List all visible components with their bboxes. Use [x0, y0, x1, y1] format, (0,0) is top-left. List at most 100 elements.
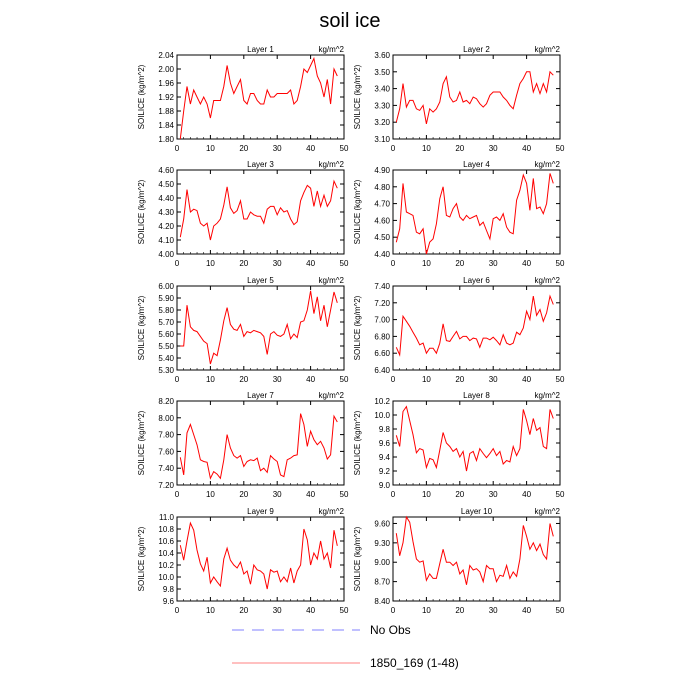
- layer-8-ylabel: SOILICE (kg/m^2): [353, 410, 362, 475]
- layer-10-xtick-label: 50: [556, 606, 565, 615]
- page-title: soil ice: [319, 10, 381, 32]
- layer-9-xtick-label: 30: [273, 606, 282, 615]
- layer-3-xtick-label: 50: [340, 259, 349, 268]
- layer-9-ytick-label: 9.6: [163, 597, 175, 606]
- layer-3-series-line: [179, 179, 338, 241]
- layer-10-xtick-label: 20: [455, 606, 464, 615]
- layer-1-xtick-label: 30: [273, 144, 282, 153]
- layer-5-ytick-label: 5.50: [158, 342, 174, 351]
- layer-3-ytick-label: 4.30: [158, 208, 174, 217]
- layer-1-ytick-label: 1.84: [158, 121, 174, 130]
- layer-5-series-line: [180, 290, 338, 365]
- layer-9-ytick-label: 11.0: [159, 513, 175, 522]
- layer-4-xtick-label: 20: [455, 259, 464, 268]
- layer-4-frame: [392, 169, 561, 255]
- layer-4-unit: kg/m^2: [534, 160, 560, 169]
- layer-10-xtick-label: 30: [489, 606, 498, 615]
- layer-1-ylabel: SOILICE (kg/m^2): [137, 64, 146, 129]
- layer-1-xtick-label: 0: [175, 144, 180, 153]
- layer-4-ytick-label: 4.60: [374, 216, 390, 225]
- layer-8-ytick-label: 10.0: [374, 411, 390, 420]
- layer-10-ytick-label: 9.60: [374, 519, 390, 528]
- layer-10-ytick-label: 8.40: [374, 597, 390, 606]
- layer-7-ytick-label: 7.20: [158, 481, 174, 490]
- layer-5-ytick-label: 5.60: [158, 330, 174, 339]
- layer-1-xtick-label: 50: [340, 144, 349, 153]
- layer-9-ytick-label: 10.8: [158, 525, 174, 534]
- layer-6-chart: 0 10 20 30 40 50 6.40 6.60 6.80 7.00 7.20 7.40 Layer…: [353, 276, 565, 384]
- layer-4-ytick-label: 4.40: [374, 250, 390, 259]
- layer-1-ytick-label: 2.00: [158, 65, 174, 74]
- layer-6-ytick-label: 7.40: [374, 282, 390, 291]
- layer-2-xtick-label: 40: [522, 144, 531, 153]
- layer-5-xtick-label: 0: [175, 375, 180, 384]
- layer-7-xtick-label: 40: [306, 490, 315, 499]
- layer-5-ytick-label: 5.70: [158, 318, 174, 327]
- layer-7-ylabel: SOILICE (kg/m^2): [137, 410, 146, 475]
- layer-9-ytick-label: 10.0: [158, 573, 174, 582]
- layer-10-ylabel: SOILICE (kg/m^2): [353, 526, 362, 591]
- layer-6-frame: [392, 285, 561, 371]
- layer-9-xtick-label: 20: [239, 606, 248, 615]
- layer-7-xtick-label: 30: [273, 490, 282, 499]
- layer-7-xtick-label: 20: [239, 490, 248, 499]
- layer-9-chart: 0 10 20 30 40 50 9.6 9.8 10.0 10.2 10.4 10.6 10.8 11.…: [137, 507, 349, 615]
- layer-2-xtick-label: 30: [489, 144, 498, 153]
- layer-7-title: Layer 7: [247, 391, 274, 400]
- layer-7-xtick-label: 0: [175, 490, 180, 499]
- layer-2-xtick-label: 10: [422, 144, 431, 153]
- layer-5-ytick-label: 6.00: [158, 282, 174, 291]
- layer-8-xtick-label: 50: [556, 490, 565, 499]
- layer-3-ytick-label: 4.20: [158, 222, 174, 231]
- layer-6-xtick-label: 50: [556, 375, 565, 384]
- layer-9-frame: [176, 516, 345, 602]
- layer-5-xtick-label: 10: [206, 375, 215, 384]
- layer-5-chart: 0 10 20 30 40 50 5.30 5.40 5.50 5.60 5.70 5.80 5.90 6…: [137, 276, 349, 384]
- layer-2-frame: [392, 54, 561, 140]
- layer-7-ytick-label: 7.40: [158, 464, 174, 473]
- layer-1-ytick-label: 1.96: [158, 79, 174, 88]
- layer-8-unit: kg/m^2: [534, 391, 560, 400]
- layer-7-chart: 0 10 20 30 40 50 7.20 7.40 7.60 7.80 8.00 8.20 Layer…: [137, 391, 349, 499]
- layer-1-xtick-label: 40: [306, 144, 315, 153]
- layer-5-ytick-label: 5.40: [158, 354, 174, 363]
- layer-4-chart: 0 10 20 30 40 50 4.40 4.50 4.60 4.70 4.80 4.90 Layer…: [353, 160, 565, 268]
- layer-10-chart: 0 10 20 30 40 50 8.40 8.70 9.00 9.30 9.60 Layer 10 k…: [353, 507, 565, 615]
- layer-7-unit: kg/m^2: [318, 391, 344, 400]
- layer-2-chart: 0 10 20 30 40 50 3.10 3.20 3.30 3.40 3.50 3.60 Layer…: [353, 45, 565, 153]
- layer-6-ytick-label: 7.20: [374, 299, 390, 308]
- layer-9-ytick-label: 10.4: [158, 549, 174, 558]
- layer-2-xtick-label: 20: [455, 144, 464, 153]
- layer-7-ytick-label: 8.20: [158, 397, 174, 406]
- layer-9-xtick-label: 10: [206, 606, 215, 615]
- layer-4-title: Layer 4: [463, 160, 490, 169]
- layer-3-xtick-label: 20: [239, 259, 248, 268]
- layer-10-ytick-label: 8.70: [374, 578, 390, 587]
- layer-9-ytick-label: 10.2: [158, 561, 174, 570]
- layer-10-ytick-label: 9.00: [374, 558, 390, 567]
- layer-2-ytick-label: 3.30: [374, 101, 390, 110]
- layer-4-ytick-label: 4.70: [374, 200, 390, 209]
- layer-4-xtick-label: 10: [422, 259, 431, 268]
- layer-7-ytick-label: 8.00: [158, 414, 174, 423]
- layer-5-title: Layer 5: [247, 276, 274, 285]
- layer-8-ytick-label: 10.2: [374, 397, 390, 406]
- layer-3-ytick-label: 4.40: [158, 194, 174, 203]
- layer-6-xtick-label: 20: [455, 375, 464, 384]
- layer-6-series-line: [395, 294, 554, 357]
- layer-9-title: Layer 9: [247, 507, 274, 516]
- layer-8-xtick-label: 40: [522, 490, 531, 499]
- layer-1-xtick-label: 10: [206, 144, 215, 153]
- layer-5-xtick-label: 40: [306, 375, 315, 384]
- layer-5-ytick-label: 5.90: [158, 294, 174, 303]
- layer-5-xtick-label: 30: [273, 375, 282, 384]
- layer-2-title: Layer 2: [463, 45, 490, 54]
- layer-2-series-line: [395, 70, 554, 125]
- layer-7-xtick-label: 10: [206, 490, 215, 499]
- layer-1-series-line: [179, 56, 338, 140]
- layer-2-ytick-label: 3.60: [374, 51, 390, 60]
- layer-10-xtick-label: 10: [422, 606, 431, 615]
- layer-3-ylabel: SOILICE (kg/m^2): [137, 179, 146, 244]
- layer-4-series-line: [395, 173, 554, 255]
- layer-6-ylabel: SOILICE (kg/m^2): [353, 295, 362, 360]
